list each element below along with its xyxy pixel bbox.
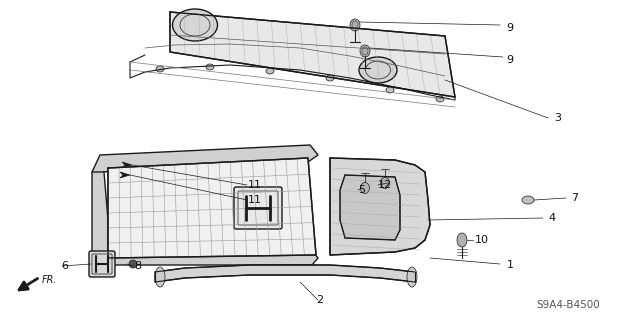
Polygon shape (120, 172, 130, 178)
Ellipse shape (360, 182, 369, 194)
Polygon shape (170, 12, 455, 97)
Polygon shape (92, 248, 318, 265)
Ellipse shape (360, 45, 370, 57)
Polygon shape (122, 162, 132, 168)
Text: FR.: FR. (42, 275, 58, 285)
Polygon shape (340, 175, 400, 240)
Text: 9: 9 (506, 23, 513, 33)
Ellipse shape (407, 267, 417, 287)
Text: 7: 7 (572, 193, 579, 203)
Polygon shape (330, 158, 430, 255)
Text: 8: 8 (134, 261, 141, 271)
Polygon shape (92, 145, 318, 172)
Text: 12: 12 (378, 180, 392, 190)
Text: S9A4-B4500: S9A4-B4500 (536, 300, 600, 310)
Ellipse shape (386, 87, 394, 93)
Ellipse shape (206, 64, 214, 70)
Text: 4: 4 (548, 213, 556, 223)
Text: 10: 10 (475, 235, 489, 245)
Text: 5: 5 (358, 185, 365, 195)
Ellipse shape (359, 57, 397, 83)
Ellipse shape (457, 233, 467, 247)
Ellipse shape (266, 68, 274, 74)
Polygon shape (108, 158, 316, 258)
Ellipse shape (522, 196, 534, 204)
Text: 6: 6 (61, 261, 68, 271)
Text: 11: 11 (248, 180, 262, 190)
Ellipse shape (155, 267, 165, 287)
Ellipse shape (129, 260, 137, 268)
Polygon shape (155, 265, 415, 282)
Ellipse shape (173, 9, 218, 41)
Text: 9: 9 (506, 55, 513, 65)
Ellipse shape (381, 178, 390, 188)
Polygon shape (92, 168, 108, 260)
Ellipse shape (326, 75, 334, 81)
Text: 3: 3 (554, 113, 561, 123)
Text: 11: 11 (248, 195, 262, 205)
Text: 1: 1 (506, 260, 513, 270)
Text: 2: 2 (316, 295, 324, 305)
FancyBboxPatch shape (89, 251, 115, 277)
Ellipse shape (350, 19, 360, 31)
Ellipse shape (436, 96, 444, 102)
Ellipse shape (156, 66, 164, 72)
FancyBboxPatch shape (234, 187, 282, 229)
